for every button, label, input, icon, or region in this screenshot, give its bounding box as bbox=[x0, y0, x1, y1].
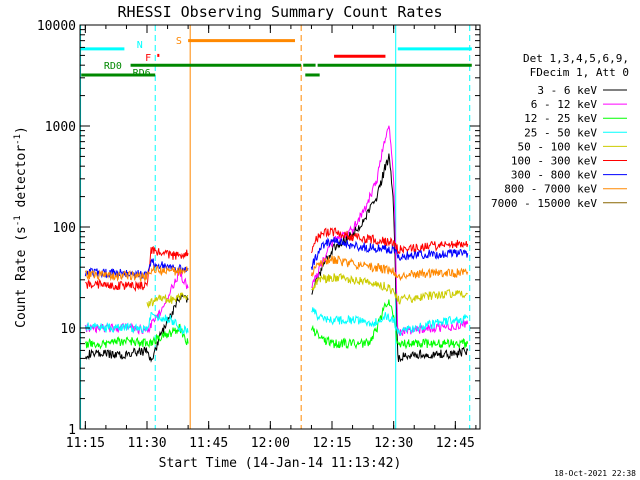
series-7 bbox=[84, 255, 469, 283]
series-2 bbox=[84, 299, 469, 350]
series-line-4-1 bbox=[311, 273, 468, 305]
series-line-7-0 bbox=[84, 264, 189, 283]
flag-label-rd0: RD0 bbox=[104, 61, 122, 72]
series-5 bbox=[85, 227, 469, 293]
series-line-3-1 bbox=[311, 307, 469, 336]
series-line-4-0 bbox=[146, 291, 189, 309]
legend-header-line2: FDecim 1, Att 0 bbox=[530, 66, 629, 79]
series-layer bbox=[84, 125, 469, 363]
y-tick-label-4: 10000 bbox=[37, 19, 76, 34]
legend-label-4: 50 - 100 keV bbox=[518, 140, 598, 153]
series-line-2-0 bbox=[84, 323, 189, 350]
x-tick-label-0: 11:15 bbox=[66, 436, 105, 451]
y-axis: 1 10 100 1000 10000 bbox=[37, 19, 480, 438]
flag-layer: NF S RD0 RD6 bbox=[80, 36, 472, 79]
series-line-2-1 bbox=[310, 299, 469, 350]
y-axis-label-sup2: -1 bbox=[13, 134, 23, 145]
x-tick-label-5: 12:30 bbox=[374, 436, 413, 451]
series-line-5-1 bbox=[310, 227, 469, 254]
x-tick-label-6: 12:45 bbox=[436, 436, 475, 451]
x-tick-label-4: 12:15 bbox=[312, 436, 351, 451]
legend-label-0: 3 - 6 keV bbox=[537, 84, 597, 97]
footer-date: 18-Oct-2021 22:38 bbox=[554, 469, 636, 478]
series-line-0-1 bbox=[311, 153, 469, 363]
flag-label-f: F bbox=[145, 53, 151, 64]
flag-label-n: N bbox=[137, 40, 143, 51]
y-axis-label-main: Count Rate (s bbox=[14, 226, 29, 328]
x-tick-label-1: 11:30 bbox=[127, 436, 166, 451]
series-1 bbox=[84, 125, 469, 336]
x-axis: 11:15 11:30 11:45 12:00 12:15 12:30 12:45 bbox=[66, 25, 477, 451]
series-line-3-0 bbox=[84, 312, 189, 336]
legend: Det 1,3,4,5,6,9, FDecim 1, Att 0 3 - 6 k… bbox=[491, 52, 629, 210]
y-axis-label-mid: detector bbox=[14, 145, 29, 216]
vline-layer bbox=[80, 25, 471, 429]
y-tick-label-3: 1000 bbox=[45, 120, 76, 135]
series-line-7-1 bbox=[310, 255, 469, 282]
flag-label-rd6: RD6 bbox=[133, 68, 151, 79]
series-4 bbox=[146, 273, 468, 309]
legend-label-3: 25 - 50 keV bbox=[524, 126, 597, 139]
y-tick-label-2: 100 bbox=[53, 221, 76, 236]
y-axis-label: Count Rate (s-1 detector-1) bbox=[13, 126, 29, 328]
legend-label-1: 6 - 12 keV bbox=[531, 98, 598, 111]
series-3 bbox=[84, 307, 469, 336]
plot-frame bbox=[79, 24, 481, 430]
x-tick-label-3: 12:00 bbox=[251, 436, 290, 451]
legend-label-5: 100 - 300 keV bbox=[511, 155, 597, 168]
legend-label-6: 300 - 800 keV bbox=[511, 169, 597, 182]
series-line-5-0 bbox=[85, 245, 189, 293]
x-axis-label: Start Time (14-Jan-14 11:13:42) bbox=[159, 456, 402, 471]
flag-label-s: S bbox=[176, 36, 182, 47]
y-tick-label-0: 1 bbox=[68, 423, 76, 438]
series-line-6-1 bbox=[310, 237, 469, 270]
y-tick-label-1: 10 bbox=[60, 322, 76, 337]
legend-label-7: 800 - 7000 keV bbox=[504, 183, 597, 196]
chart-title: RHESSI Observing Summary Count Rates bbox=[117, 3, 442, 21]
y-axis-label-end: ) bbox=[14, 126, 29, 134]
legend-header-line1: Det 1,3,4,5,6,9, bbox=[523, 52, 629, 65]
y-axis-label-sup1: -1 bbox=[13, 215, 23, 226]
legend-label-8: 7000 - 15000 keV bbox=[491, 197, 597, 210]
legend-label-2: 12 - 25 keV bbox=[524, 112, 597, 125]
x-tick-label-2: 11:45 bbox=[189, 436, 228, 451]
